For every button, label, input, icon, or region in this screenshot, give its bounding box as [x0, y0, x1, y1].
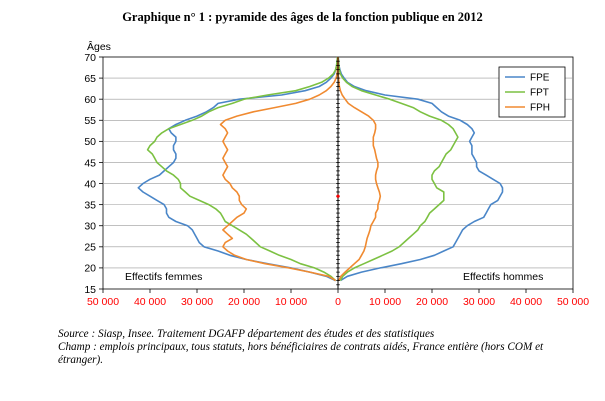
x-tick-label: 50 000: [557, 296, 589, 308]
x-tick-label: 10 000: [369, 296, 401, 308]
y-tick-label: 35: [84, 199, 96, 211]
y-tick-label: 20: [84, 263, 96, 275]
x-tick-label: 20 000: [416, 296, 448, 308]
series-fpt-women-line: [146, 56, 339, 282]
y-tick-label: 60: [84, 94, 96, 106]
center-axis: [336, 57, 340, 289]
series-fpt-men-line: [337, 56, 459, 281]
x-tick-label: 10 000: [275, 296, 307, 308]
series-fph-women-line: [219, 57, 339, 282]
y-tick-label: 15: [84, 284, 96, 296]
center-axis-marker: [336, 194, 340, 198]
series-fph-men-line: [337, 57, 382, 281]
y-tick-label: 45: [84, 157, 96, 169]
series-lines: [137, 56, 504, 282]
scope-note: Champ : emplois principaux, tous statuts…: [58, 341, 544, 366]
y-axis-ticks: 15 20 25 30 35 40 45 50 55 60 65 70: [84, 52, 103, 296]
legend: FPE FPT FPH: [498, 66, 566, 118]
y-tick-label: 25: [84, 242, 96, 254]
y-tick-label: 30: [84, 221, 96, 233]
x-tick-label: 30 000: [463, 296, 495, 308]
legend-label-fpe: FPE: [530, 73, 550, 84]
series-fpe-men-line: [337, 56, 504, 282]
x-tick-label: 40 000: [510, 296, 542, 308]
x-axis-ticks: 50 000 40 000 30 000 20 000 10 000 0 10 000 20 …: [87, 289, 589, 308]
y-tick-label: 65: [84, 73, 96, 85]
series-fpe-women-line: [137, 56, 339, 282]
legend-label-fph: FPH: [530, 103, 550, 114]
source-note: Source : Siasp, Insee. Traitement DGAFP …: [58, 328, 435, 340]
chart-notes: Source : Siasp, Insee. Traitement DGAFP …: [58, 328, 573, 367]
y-tick-label: 55: [84, 115, 96, 127]
x-tick-label: 30 000: [181, 296, 213, 308]
annotation-men: Effectifs hommes: [463, 271, 543, 283]
annotation-women: Effectifs femmes: [125, 271, 202, 283]
y-tick-label: 50: [84, 136, 96, 148]
x-tick-label: 40 000: [134, 296, 166, 308]
x-tick-label: 50 000: [87, 296, 119, 308]
chart-title: Graphique n° 1 : pyramide des âges de la…: [122, 10, 483, 24]
y-tick-label: 40: [84, 178, 96, 190]
legend-label-fpt: FPT: [530, 88, 549, 99]
y-axis-label: Âges: [87, 40, 111, 53]
x-tick-label: 0: [335, 296, 341, 308]
x-tick-label: 20 000: [228, 296, 260, 308]
age-pyramid-chart: 15 20 25 30 35 40 45 50 55 60 65 70 50 000 40 000 30 …: [84, 40, 589, 308]
y-tick-label: 70: [84, 52, 96, 64]
